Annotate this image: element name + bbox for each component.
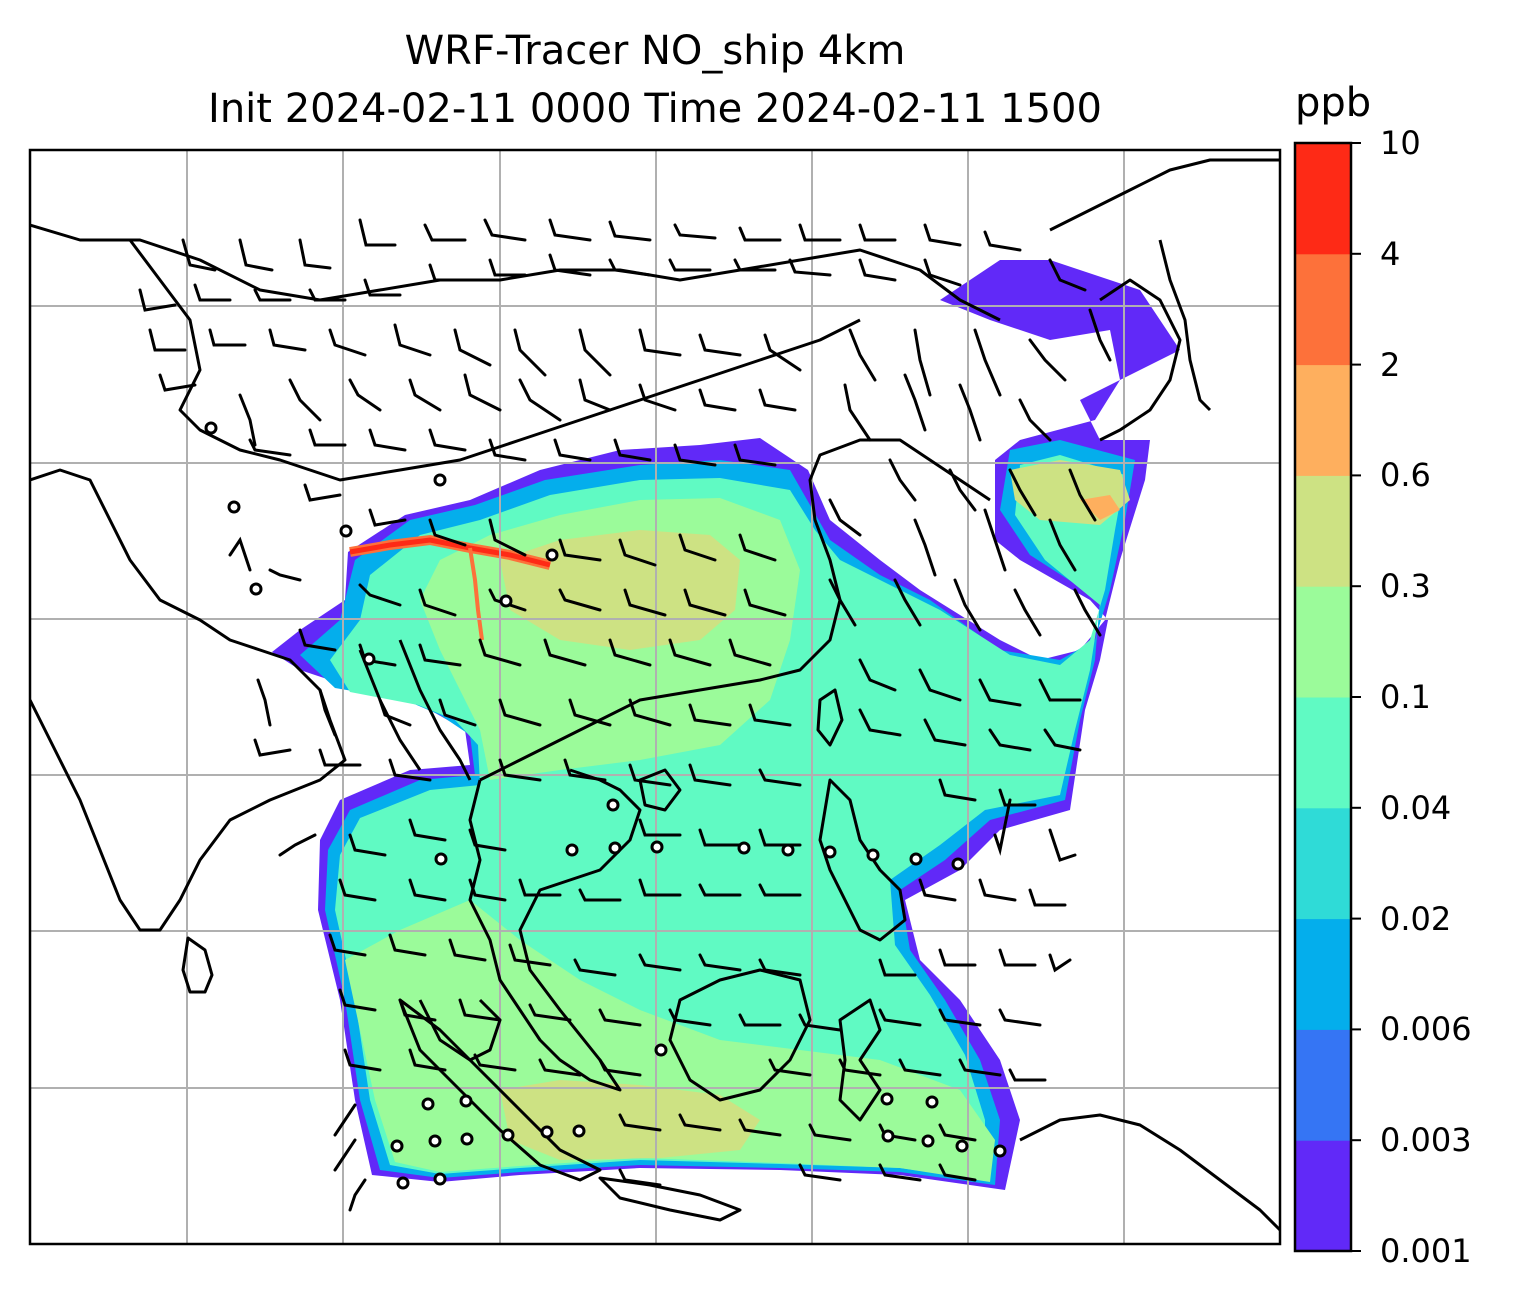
calm-wind-markers (204, 421, 1007, 1190)
border-mekong (358, 639, 472, 781)
colorbar-bin-0.02 (1295, 807, 1351, 920)
colorbar-tick-label: 0.003 (1380, 1121, 1472, 1160)
gridlines (30, 150, 1280, 1244)
coast-sulawesi (838, 998, 882, 1122)
coast-java (598, 1176, 742, 1222)
coast-borneo (668, 968, 812, 1102)
colorbar-bin-2 (1295, 253, 1351, 366)
colorbar-tick-label: 0.006 (1380, 1010, 1472, 1049)
wind-barbs (138, 218, 1112, 1212)
colorbar-bin-4 (1295, 143, 1351, 255)
colorbar-bin-0.6 (1295, 364, 1351, 476)
coast-japan-islands (1158, 239, 1212, 412)
colorbar-tick-label: 0.001 (1380, 1232, 1472, 1270)
coast-hainan (638, 768, 682, 812)
border-tibet (128, 239, 861, 482)
map-title-line1: WRF-Tracer NO_ship 4km (404, 28, 906, 74)
colorbar-bin-0.1 (1295, 586, 1351, 698)
map-plot-area (30, 150, 1280, 1244)
field-layer-0.3-gulf (500, 1080, 760, 1160)
map-frame (28, 148, 1282, 1246)
colorbar-tick-label: 2 (1380, 345, 1401, 384)
colorbar-tick-label: 0.02 (1380, 899, 1452, 938)
coast-india (30, 468, 347, 932)
colorbar-tick-label: 10 (1380, 124, 1421, 162)
border-china-north (30, 223, 1001, 322)
colorbar-bin-0.006 (1295, 918, 1351, 1030)
colorbar-tick-label: 0.1 (1380, 678, 1431, 716)
field-layer-10-ship-track (349, 537, 551, 568)
colorbar-bin-0.3 (1295, 475, 1351, 587)
map-title-line2: Init 2024-02-11 0000 Time 2024-02-11 150… (208, 86, 1102, 132)
coast-philippines (818, 778, 907, 942)
coast-sumatra (398, 998, 602, 1182)
coast-malay (418, 998, 502, 1062)
colorbar-bin-0.003 (1295, 1029, 1351, 1141)
colorbar-tick-label: 0.6 (1380, 456, 1431, 495)
coast-newguinea (1019, 1113, 1280, 1232)
colorbar-bin-0.001 (1295, 1140, 1351, 1252)
field-layer-2-trace (468, 547, 484, 641)
colorbar-tick-label: 0.3 (1380, 567, 1431, 606)
colorbar-bin-0.04 (1295, 697, 1351, 809)
coast-taiwan (816, 688, 844, 747)
field-layer-0.6-north (1080, 495, 1120, 520)
colorbar (1293, 141, 1361, 1253)
colorbar-tick-label: 0.04 (1380, 788, 1452, 827)
coast-korea-japan (1049, 158, 1280, 442)
colorbar-tick-label: 4 (1380, 234, 1401, 273)
coast-srilanka (181, 936, 214, 994)
